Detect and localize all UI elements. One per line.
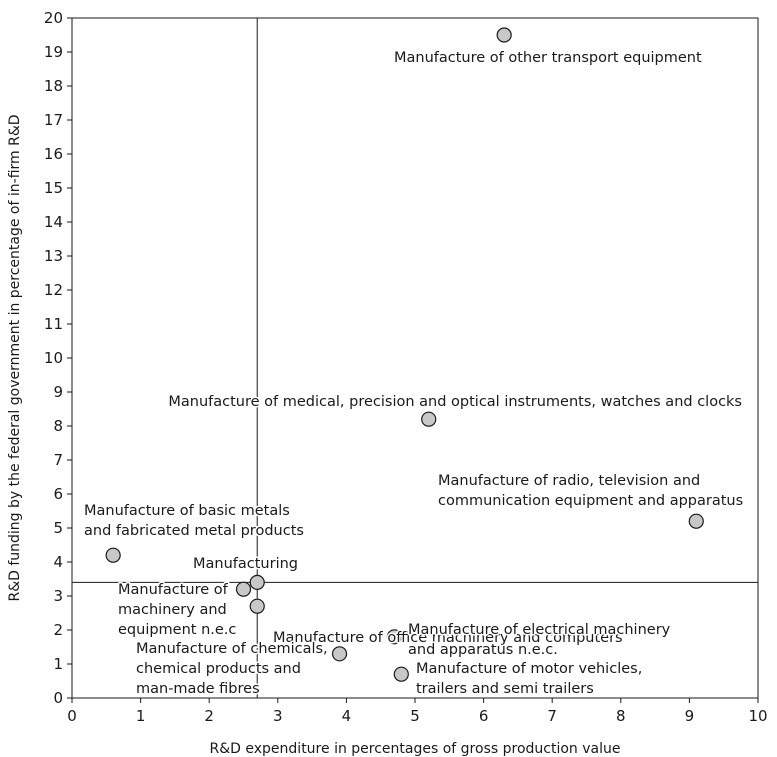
y-tick-label: 10 — [44, 349, 63, 367]
point-label-line: Manufacturing — [193, 556, 298, 572]
y-tick-label: 0 — [53, 689, 63, 707]
y-tick-label: 19 — [44, 43, 63, 61]
data-points — [105, 27, 704, 682]
point-label-line: Manufacture of basic metals — [84, 503, 290, 519]
y-tick-label: 12 — [44, 281, 63, 299]
point-label: Manufacture of radio, television and comm… — [438, 473, 743, 509]
data-point — [235, 581, 252, 597]
point-label: Manufacture of office machinery and comp… — [273, 630, 623, 646]
point-label-line: Manufacture of chemicals, — [136, 641, 328, 657]
x-tick-label: 2 — [204, 707, 214, 725]
point-label: Manufacture of motor vehicles, trailers a… — [416, 661, 642, 697]
y-tick-label: 9 — [53, 383, 63, 401]
y-tick-label: 13 — [44, 247, 63, 265]
point-label-line: chemical products and — [136, 661, 301, 677]
y-tick-label: 2 — [53, 621, 63, 639]
point-label-line: Manufacture of motor vehicles, — [416, 661, 642, 677]
y-tick-label: 14 — [44, 213, 63, 231]
point-label-line: trailers and semi trailers — [416, 681, 594, 697]
x-tick-label: 8 — [616, 707, 626, 725]
data-point — [386, 629, 403, 645]
point-label: Manufacturing — [193, 556, 298, 572]
y-tick-label: 8 — [53, 417, 63, 435]
data-point — [393, 666, 409, 682]
y-tick-label: 16 — [44, 145, 63, 163]
y-tick-label: 11 — [44, 315, 63, 333]
point-label: Manufacture of electrical machinery and a… — [408, 622, 671, 658]
y-axis-title: R&D funding by the federal government in… — [7, 114, 23, 601]
point-label-line: Manufacture of radio, television and — [438, 473, 700, 489]
x-tick-label: 4 — [342, 707, 352, 725]
point-label-line: Manufacture of office machinery and comp… — [273, 630, 623, 646]
point-label-line: machinery and — [118, 602, 227, 618]
ticks: 0 1 2 3 4 5 6 7 8 9 100123456789101112131415161718… — [44, 9, 768, 725]
point-label: Manufacture of chemicals, chemical produc… — [136, 641, 328, 697]
x-tick-label: 0 — [67, 707, 77, 725]
data-point — [496, 27, 512, 43]
data-point — [688, 513, 704, 529]
x-tick-label: 9 — [685, 707, 695, 725]
x-tick-label: 6 — [479, 707, 489, 725]
data-point — [249, 598, 265, 614]
point-label-line: Manufacture of electrical machinery — [408, 622, 671, 638]
data-point — [249, 574, 265, 591]
x-tick-label: 3 — [273, 707, 283, 725]
point-label-line: equipment n.e.c — [118, 622, 236, 638]
y-tick-label: 18 — [44, 77, 63, 95]
x-tick-label: 10 — [748, 707, 767, 725]
point-label: Manufacture of medical, precision and op… — [168, 394, 742, 410]
point-label-line: and apparatus n.e.c. — [408, 642, 558, 658]
point-label-line: and fabricated metal products — [84, 523, 304, 539]
y-tick-label: 15 — [44, 179, 63, 197]
point-label-line: Manufacture of medical, precision and op… — [168, 394, 742, 410]
data-point — [421, 411, 437, 427]
x-tick-label: 7 — [547, 707, 557, 725]
point-label-line: Manufacture of other transport equipment — [394, 50, 702, 66]
y-tick-label: 6 — [53, 485, 63, 503]
y-tick-label: 7 — [53, 451, 63, 469]
y-tick-label: 1 — [53, 655, 63, 673]
point-label: Manufacture of machinery and equipment n.e… — [118, 582, 236, 638]
point-label-line: Manufacture of — [118, 582, 229, 598]
y-tick-label: 3 — [53, 587, 63, 605]
y-tick-label: 4 — [53, 553, 63, 571]
data-point — [105, 547, 121, 563]
point-labels: Manufacture of other transport equipment… — [83, 49, 745, 699]
point-label: Manufacture of other transport equipment — [394, 50, 702, 66]
x-axis-title: R&D expenditure in percentages of gross … — [210, 741, 621, 757]
x-tick-label: 5 — [410, 707, 420, 725]
y-tick-label: 20 — [44, 9, 63, 27]
y-tick-label: 5 — [53, 519, 63, 537]
x-tick-label: 1 — [136, 707, 146, 725]
data-point — [331, 646, 348, 662]
y-tick-label: 17 — [44, 111, 63, 129]
point-label-line: communication equipment and apparatus — [438, 493, 743, 509]
point-label-line: man-made fibres — [136, 681, 260, 697]
point-label: Manufacture of basic metals and fabricate… — [84, 503, 304, 539]
